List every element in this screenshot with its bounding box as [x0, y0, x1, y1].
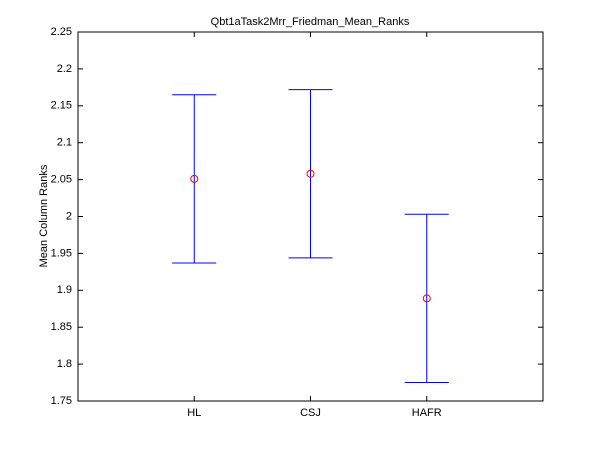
chart-title: Qbt1aTask2Mrr_Friedman_Mean_Ranks — [211, 16, 410, 28]
y-tick-label: 2.15 — [51, 100, 72, 112]
mean-marker — [422, 294, 431, 303]
x-tick-label: CSJ — [300, 407, 321, 419]
y-tick-label: 2 — [66, 210, 72, 222]
mean-marker — [306, 169, 315, 178]
y-tick-label: 2.1 — [57, 137, 72, 149]
y-tick-label: 2.2 — [57, 63, 72, 75]
mean-marker — [190, 174, 199, 183]
y-axis-label: Mean Column Ranks — [38, 164, 50, 267]
y-tick-label: 1.8 — [57, 358, 72, 370]
y-tick-label: 2.25 — [51, 26, 72, 38]
y-tick-label: 1.85 — [51, 321, 72, 333]
y-tick-label: 1.9 — [57, 284, 72, 296]
y-tick-label: 2.05 — [51, 174, 72, 186]
y-tick-label: 1.75 — [51, 395, 72, 407]
x-tick-label: HL — [187, 407, 201, 419]
x-tick-label: HAFR — [412, 407, 442, 419]
y-tick-label: 1.95 — [51, 247, 72, 259]
